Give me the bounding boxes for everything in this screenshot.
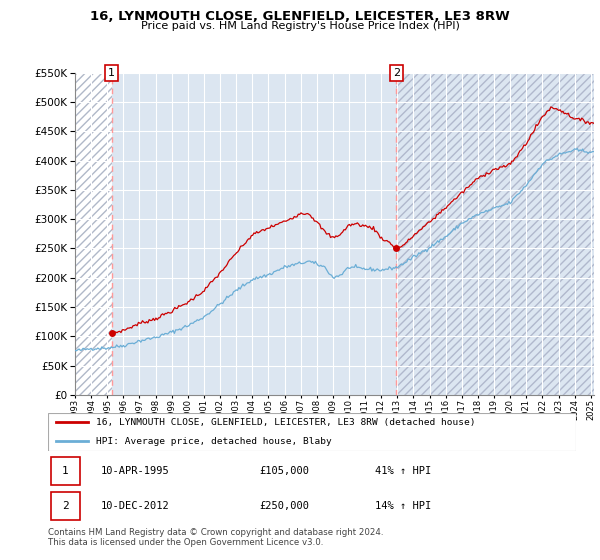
Text: 16, LYNMOUTH CLOSE, GLENFIELD, LEICESTER, LE3 8RW (detached house): 16, LYNMOUTH CLOSE, GLENFIELD, LEICESTER…	[95, 418, 475, 427]
Text: 10-APR-1995: 10-APR-1995	[101, 466, 170, 476]
Text: 41% ↑ HPI: 41% ↑ HPI	[376, 466, 431, 476]
Text: 2: 2	[393, 68, 400, 78]
Text: Price paid vs. HM Land Registry's House Price Index (HPI): Price paid vs. HM Land Registry's House …	[140, 21, 460, 31]
Text: 16, LYNMOUTH CLOSE, GLENFIELD, LEICESTER, LE3 8RW: 16, LYNMOUTH CLOSE, GLENFIELD, LEICESTER…	[90, 10, 510, 22]
Bar	[75, 73, 112, 395]
Text: HPI: Average price, detached house, Blaby: HPI: Average price, detached house, Blab…	[95, 437, 331, 446]
Text: £105,000: £105,000	[259, 466, 309, 476]
Bar	[112, 73, 397, 395]
Bar	[397, 73, 594, 395]
Text: Contains HM Land Registry data © Crown copyright and database right 2024.
This d: Contains HM Land Registry data © Crown c…	[48, 528, 383, 547]
Text: £250,000: £250,000	[259, 501, 309, 511]
FancyBboxPatch shape	[50, 492, 80, 520]
FancyBboxPatch shape	[50, 458, 80, 484]
Text: 14% ↑ HPI: 14% ↑ HPI	[376, 501, 431, 511]
Text: 1: 1	[62, 466, 68, 476]
FancyBboxPatch shape	[48, 413, 576, 451]
Text: 1: 1	[108, 68, 115, 78]
Text: 2: 2	[62, 501, 68, 511]
Text: 10-DEC-2012: 10-DEC-2012	[101, 501, 170, 511]
